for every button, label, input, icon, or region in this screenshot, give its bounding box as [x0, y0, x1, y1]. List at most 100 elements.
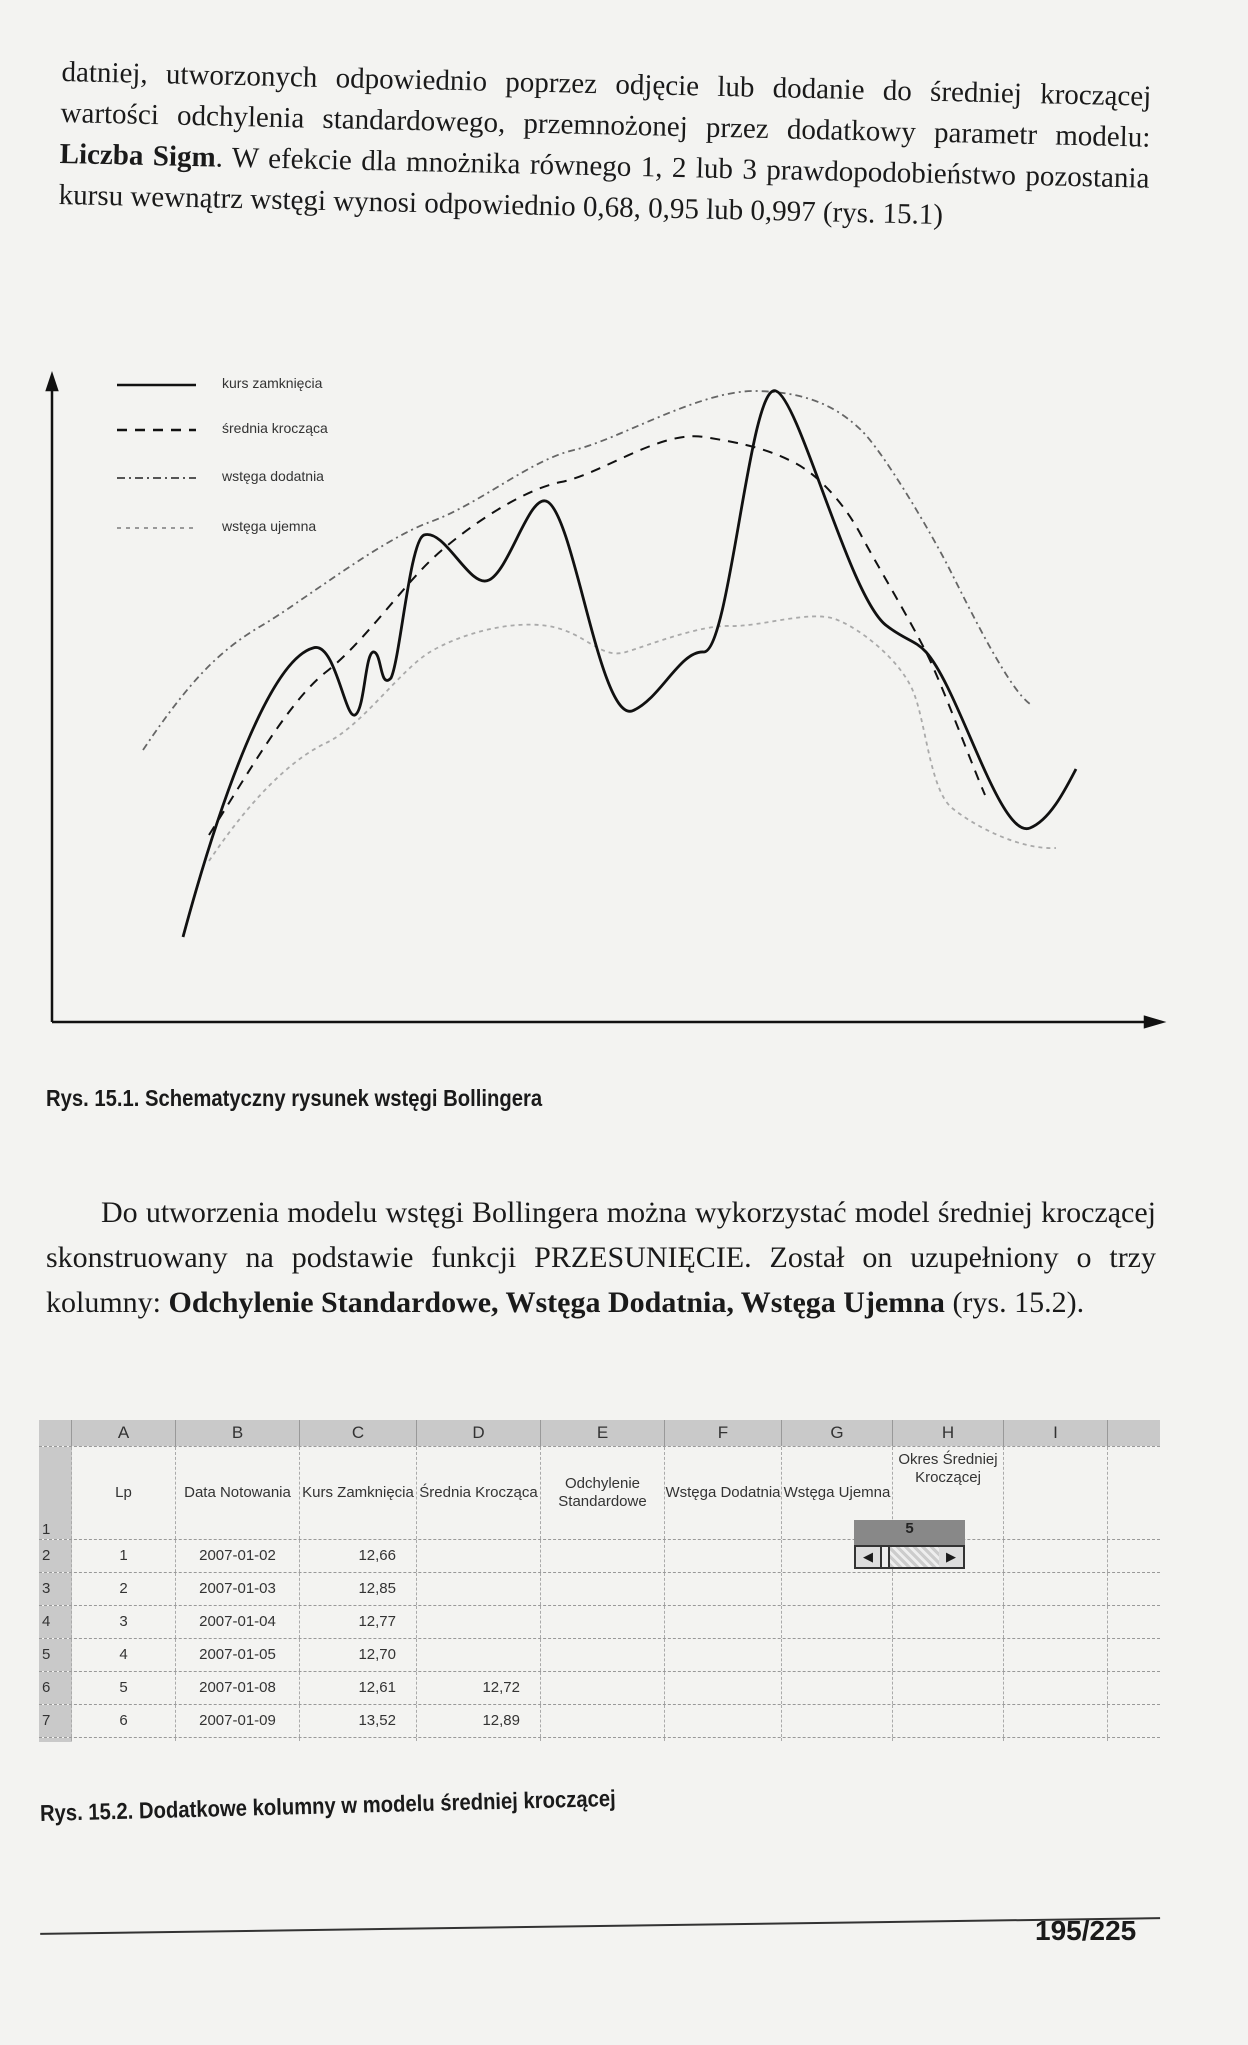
cell[interactable] [1004, 1573, 1108, 1605]
cell[interactable] [417, 1639, 541, 1671]
cell[interactable]: 5 [72, 1672, 176, 1704]
period-scrollbar[interactable]: ◀ ▶ [854, 1545, 965, 1569]
cell[interactable]: 3 [72, 1606, 176, 1638]
cell[interactable]: 12,45 [300, 1738, 417, 1742]
cell[interactable] [782, 1573, 893, 1605]
cell[interactable]: Kurs Zamknięcia [300, 1447, 417, 1539]
column-header[interactable]: E [541, 1420, 665, 1446]
cell[interactable]: 12,61 [300, 1672, 417, 1704]
cell[interactable] [541, 1705, 665, 1737]
row-number[interactable]: 4 [39, 1606, 72, 1638]
cell[interactable]: Wstęga Dodatnia [665, 1447, 782, 1539]
column-header[interactable]: D [417, 1420, 541, 1446]
cell[interactable] [417, 1606, 541, 1638]
column-header[interactable]: I [1004, 1420, 1108, 1446]
column-header[interactable]: C [300, 1420, 417, 1446]
cell[interactable]: Wstęga Ujemna [782, 1447, 893, 1539]
row-number[interactable]: 3 [39, 1573, 72, 1605]
cell[interactable]: 2007-01-03 [176, 1573, 300, 1605]
scroll-thumb[interactable] [882, 1547, 890, 1567]
cell[interactable] [541, 1573, 665, 1605]
cell[interactable] [893, 1672, 1004, 1704]
cell[interactable] [541, 1540, 665, 1572]
cell[interactable] [893, 1639, 1004, 1671]
cell[interactable] [541, 1738, 665, 1742]
period-control: 5 ◀ ▶ [854, 1520, 965, 1569]
cell[interactable]: 2007-01-08 [176, 1672, 300, 1704]
cell[interactable] [893, 1540, 1004, 1572]
close-price-curve [181, 389, 1078, 938]
cell[interactable] [665, 1606, 782, 1638]
cell[interactable]: Odchylenie Standardowe [541, 1447, 665, 1539]
cell[interactable] [782, 1606, 893, 1638]
cell[interactable]: 2007-01-02 [176, 1540, 300, 1572]
scroll-track[interactable] [890, 1547, 939, 1567]
cell[interactable]: 12,81 [417, 1738, 541, 1742]
cell[interactable]: Data Notowania [176, 1447, 300, 1539]
cell[interactable] [665, 1738, 782, 1742]
cell[interactable] [782, 1672, 893, 1704]
cell[interactable] [417, 1540, 541, 1572]
cell[interactable]: 12,70 [300, 1639, 417, 1671]
column-header[interactable]: G [782, 1420, 893, 1446]
column-header[interactable] [1108, 1420, 1160, 1446]
cell[interactable] [782, 1738, 893, 1742]
cell[interactable] [782, 1705, 893, 1737]
cell[interactable] [1004, 1639, 1108, 1671]
text: Do utworzenia modelu wstęgi Bollingera m… [46, 1196, 1156, 1319]
cell[interactable] [665, 1705, 782, 1737]
cell[interactable] [665, 1639, 782, 1671]
row-number[interactable]: 2 [39, 1540, 72, 1572]
row-number[interactable]: 6 [39, 1672, 72, 1704]
cell[interactable]: 12,77 [300, 1606, 417, 1638]
cell[interactable]: 13,52 [300, 1705, 417, 1737]
cell[interactable]: 7 [72, 1738, 176, 1742]
row-number[interactable]: 5 [39, 1639, 72, 1671]
cell[interactable]: 12,85 [300, 1573, 417, 1605]
cell[interactable]: 1 [72, 1540, 176, 1572]
cell[interactable]: 6 [72, 1705, 176, 1737]
cell[interactable]: Okres Średniej Kroczącej [893, 1447, 1004, 1539]
cell[interactable] [1004, 1540, 1108, 1572]
cell[interactable]: Lp [72, 1447, 176, 1539]
cell[interactable] [665, 1573, 782, 1605]
cell[interactable] [782, 1639, 893, 1671]
row-number[interactable]: 1 [39, 1447, 72, 1539]
cell[interactable] [1004, 1738, 1108, 1742]
scroll-right-button[interactable]: ▶ [946, 1549, 956, 1564]
cell[interactable]: 2007-01-09 [176, 1705, 300, 1737]
column-header[interactable]: H [893, 1420, 1004, 1446]
corner-cell[interactable] [39, 1420, 72, 1446]
scroll-left-button[interactable]: ◀ [856, 1547, 882, 1567]
cell[interactable] [541, 1672, 665, 1704]
column-header[interactable]: F [665, 1420, 782, 1446]
column-header[interactable]: A [72, 1420, 176, 1446]
cell[interactable]: 2007-01-10 [176, 1738, 300, 1742]
cell[interactable] [893, 1573, 1004, 1605]
cell[interactable] [893, 1705, 1004, 1737]
cell[interactable]: 2007-01-05 [176, 1639, 300, 1671]
cell[interactable] [665, 1540, 782, 1572]
cell[interactable] [1004, 1606, 1108, 1638]
cell[interactable] [665, 1672, 782, 1704]
cell[interactable]: 12,66 [300, 1540, 417, 1572]
column-header[interactable]: B [176, 1420, 300, 1446]
cell[interactable]: Średnia Krocząca [417, 1447, 541, 1539]
cell[interactable]: 2 [72, 1573, 176, 1605]
cell[interactable] [1004, 1447, 1108, 1539]
cell[interactable]: 12,89 [417, 1705, 541, 1737]
cell[interactable] [541, 1606, 665, 1638]
cell[interactable] [893, 1606, 1004, 1638]
cell[interactable] [1004, 1705, 1108, 1737]
cell[interactable]: 12,72 [417, 1672, 541, 1704]
cell[interactable] [417, 1573, 541, 1605]
row-number[interactable]: 8 [39, 1738, 72, 1742]
cell[interactable] [541, 1639, 665, 1671]
period-value: 5 [854, 1520, 965, 1545]
text: . W efekcie dla mnożnika równego 1, 2 lu… [58, 141, 1150, 232]
cell[interactable] [893, 1738, 1004, 1742]
cell[interactable]: 4 [72, 1639, 176, 1671]
cell[interactable]: 2007-01-04 [176, 1606, 300, 1638]
cell[interactable] [1004, 1672, 1108, 1704]
row-number[interactable]: 7 [39, 1705, 72, 1737]
